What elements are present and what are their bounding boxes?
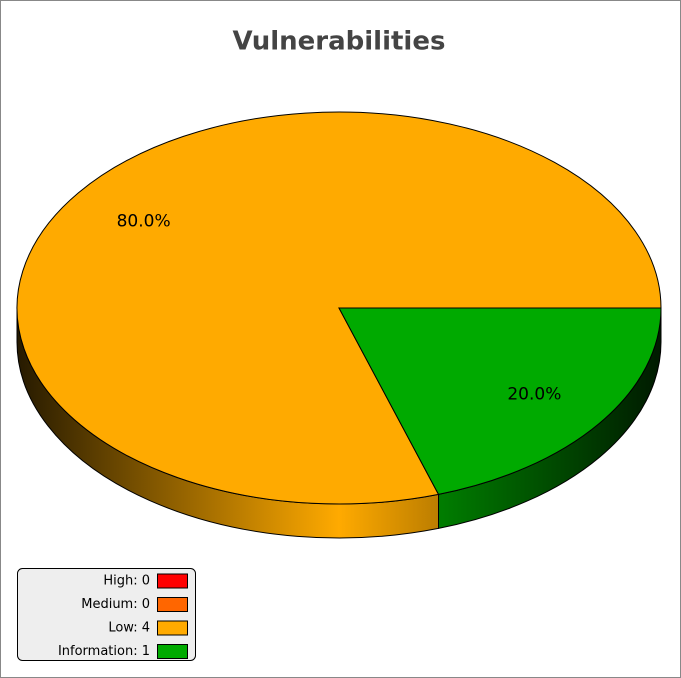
legend-swatch [157,597,188,612]
legend-label: High: 0 [103,574,150,589]
chart-title: Vulnerabilities [233,27,446,57]
slice [338,307,662,495]
legend-swatch [157,620,188,636]
legend-label: Low: 4 [108,621,150,636]
legend-label: Medium: 0 [81,597,150,612]
data-label: 20.0% [507,384,561,404]
legend-box [17,568,196,661]
legend-swatch [157,644,188,659]
data-label: 80.0% [117,212,171,232]
legend-swatch [157,573,188,589]
legend-label: Information: 1 [58,644,150,659]
